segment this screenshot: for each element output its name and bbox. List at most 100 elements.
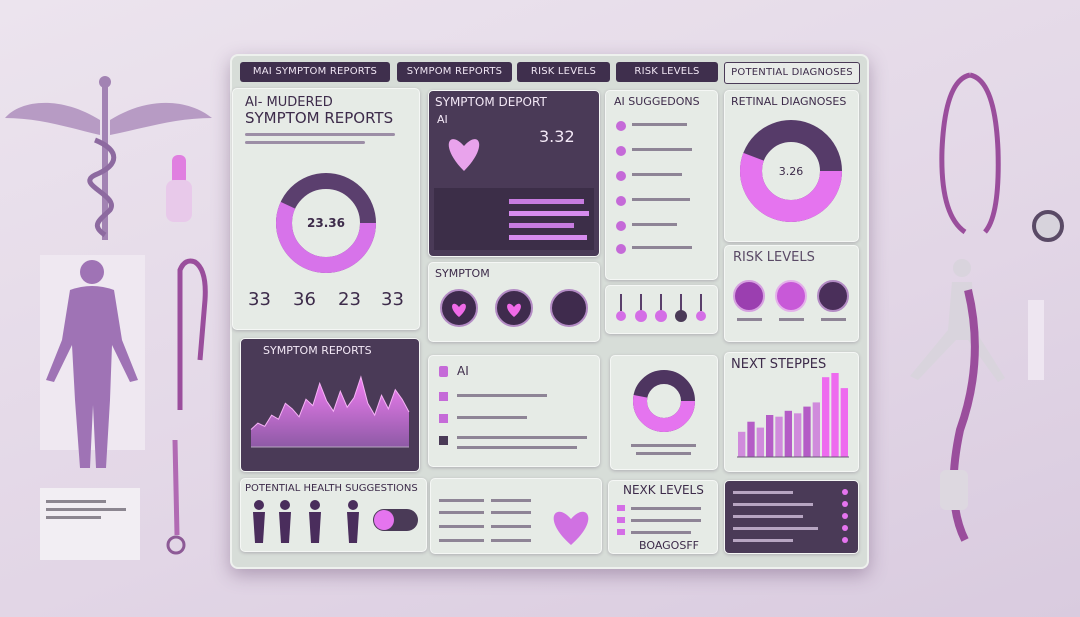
shape [279,512,291,543]
shape [821,318,846,321]
card-ai: AI [428,355,600,467]
shape [457,436,587,439]
card-title: POTENTIAL HEALTH SUGGESTIONS [245,483,418,494]
shape [434,188,594,250]
pill-icons [616,294,706,322]
shape [553,511,589,545]
shape [632,123,692,249]
stat: 33 [381,289,404,310]
shape [631,444,696,455]
stat: 33 [248,289,271,310]
shape [616,244,626,254]
shape [309,512,321,543]
shape [439,366,448,377]
shape [40,488,140,560]
shape [80,260,104,284]
shape [655,310,667,322]
shape [457,394,547,397]
card-next-steps: NEXT STEPPES [724,352,859,472]
bar [831,373,839,457]
text-line [245,133,395,136]
shape [635,310,647,322]
bar [794,413,802,457]
shape [616,221,626,231]
shape [452,303,466,317]
level-rows [617,505,701,535]
tab[interactable]: POTENTIAL DIAGNOSES [724,62,860,84]
bar [775,416,783,457]
tab[interactable]: SYMPOM REPORTS [397,62,512,82]
card-title: SYMPTOM REPORTS [263,344,372,357]
shape [253,500,359,543]
shape [99,76,111,88]
area-chart [250,375,410,448]
tube [172,439,180,536]
bar [822,377,830,457]
shape [633,370,695,432]
card-title: SYMPTOM REPORTS [245,109,394,127]
shape [842,489,848,543]
shape [440,289,588,327]
shape [347,512,359,543]
bottle [166,155,192,222]
tab[interactable]: MAI SYMPTOM REPORTS [240,62,390,82]
shape [636,452,691,455]
card-ai-reports: AI- MUDERED SYMPTOM REPORTS 23.36 33 36 … [232,88,420,330]
card-symptom-reports: SYMPTOM REPORTS [240,338,420,472]
device [940,470,968,510]
shape [491,499,531,502]
tab[interactable]: RISK LEVELS [616,62,718,82]
shape [616,146,626,156]
shape [439,366,448,445]
figure-right [910,259,1005,382]
shape [509,235,587,240]
card-title: NEXT STEPPES [731,357,827,372]
shape [509,223,574,228]
card-ai-suggestions: AI SUGGEDONS [605,90,718,280]
bar [738,431,746,457]
shape [509,199,584,204]
code: BOAGOSFF [639,539,699,552]
shape [439,499,531,542]
shape [253,512,265,543]
card-title: AI [457,364,469,378]
tube-end [166,535,186,555]
card-next-levels: NEXK LEVELS BOAGOSFF [608,480,718,554]
caduceus [5,76,212,240]
card-pills [605,285,718,334]
tab[interactable]: RISK LEVELS [517,62,610,82]
shape [775,280,807,312]
donut-label: 3.26 [779,165,804,178]
shape [491,539,531,542]
shape [439,392,448,401]
bar [803,406,811,457]
shape [172,155,186,185]
value: 3.32 [539,127,575,146]
shape [439,539,484,542]
list-heart [439,499,589,545]
shape [631,507,701,510]
shape [675,310,687,322]
shape [87,137,117,238]
shape [632,246,692,249]
shape [842,501,848,507]
card-title: RETINAL DIAGNOSES [731,95,847,108]
shape [166,180,192,222]
shape [310,500,320,510]
shape [374,510,394,530]
stat: 23 [338,289,361,310]
shape [733,491,818,542]
shape [491,525,531,528]
stethoscope-right [939,72,1001,235]
card-donut [610,355,718,470]
card-title: AI SUGGEDONS [614,95,700,108]
shape [46,500,106,503]
shape [733,503,813,506]
shape [631,519,701,522]
shape [507,303,521,317]
stethoscope [177,258,208,410]
card-health: POTENTIAL HEALTH SUGGESTIONS [240,478,427,552]
shape [842,513,848,519]
shape [737,318,846,321]
shape [817,280,849,312]
